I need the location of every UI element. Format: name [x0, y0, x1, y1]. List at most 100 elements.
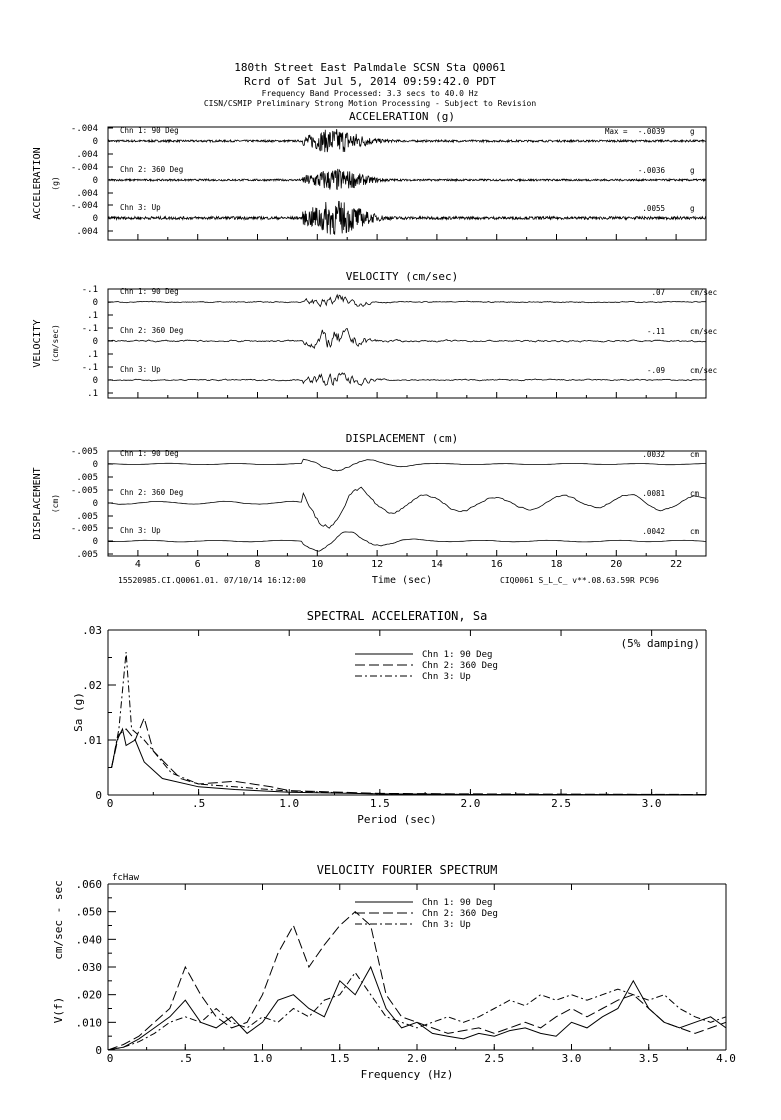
ytick-label: .050 [76, 906, 103, 919]
channel-label: Chn 2: 360 Deg [120, 165, 183, 174]
peak-unit: cm/sec [690, 288, 717, 297]
ytick-label: .004 [76, 189, 98, 199]
panel-ylabel: DISPLACEMENT [32, 467, 43, 539]
trace-line [108, 328, 707, 350]
trace-line [107, 486, 707, 529]
channel-label: Chn 2: 360 Deg [120, 488, 183, 497]
ytick-label: 0 [93, 460, 98, 470]
peak-value: -.0039 [638, 127, 665, 136]
ytick-label: -.004 [71, 124, 98, 134]
x-axis-label: Frequency (Hz) [361, 1068, 454, 1081]
ytick-label: 0 [93, 137, 98, 147]
y-axis-label: Sa (g) [72, 692, 85, 732]
peak-unit: cm [690, 450, 700, 459]
footer-right: CIQ0061 S_L_C_ v**.08.63.59R PC96 [500, 576, 659, 585]
header-band: Frequency Band Processed: 3.3 secs to 40… [262, 89, 479, 98]
fourier-spectrum-chart: VELOCITY FOURIER SPECTRUM .5 1.0 1.5 2.0 2.5 3… [52, 863, 736, 1081]
ytick-label: -.005 [71, 524, 98, 534]
xtick-label: 1.5 [330, 1052, 350, 1065]
xtick-label: 10 [311, 559, 323, 570]
legend-label: Chn 2: 360 Deg [422, 661, 498, 671]
panel-ylabel: ACCELERATION [32, 147, 43, 219]
header-disclaimer: CISN/CSMIP Preliminary Strong Motion Pro… [204, 99, 537, 108]
trace-line [107, 372, 707, 387]
y-axis-unit: cm/sec - sec [52, 880, 65, 959]
legend-label: Chn 3: Up [422, 672, 471, 682]
series-line-chn3 [107, 971, 727, 1051]
channel-label: Chn 1: 90 Deg [120, 287, 179, 296]
xtick-label: 4 [135, 559, 141, 570]
trace-line [107, 168, 707, 190]
panel-displacement: DISPLACEMENT (cm) DISPLACEMENT (cm) .005 0 -.… [32, 432, 707, 570]
series-line-chn2 [107, 911, 727, 1051]
ytick-label: -.004 [71, 163, 98, 173]
ytick-label: .01 [82, 734, 102, 747]
channel-label: Chn 2: 360 Deg [120, 326, 183, 335]
xtick-label: 12 [371, 559, 383, 570]
xtick-label: 2.5 [551, 797, 571, 810]
ytick-label: .005 [76, 473, 98, 483]
ytick-label: -.1 [82, 285, 98, 295]
channel-label: Chn 3: Up [120, 526, 161, 535]
ytick-label: .03 [82, 624, 102, 637]
ytick-label: .020 [76, 989, 103, 1002]
xtick-label: 14 [431, 559, 443, 570]
xtick-label: .5 [192, 797, 205, 810]
peak-unit: cm/sec [690, 327, 717, 336]
x0-label: 0 [107, 797, 114, 810]
ytick-label: -.004 [71, 201, 98, 211]
xtick-label: 16 [491, 559, 503, 570]
xtick-label: 2.0 [407, 1052, 427, 1065]
spectral-acceleration-chart: SPECTRAL ACCELERATION, Sa .5 1.0 1.5 2.0 2.5 3… [72, 609, 707, 826]
corner-label: fcHaw [112, 873, 140, 883]
ytick-label: -.1 [82, 363, 98, 373]
ytick-label: .030 [76, 961, 103, 974]
panel-velocity: VELOCITY (cm/sec) VELOCITY (cm/sec) .1 0 -.1 C… [32, 270, 717, 399]
peak-unit: cm [690, 527, 700, 536]
y0-label: 0 [95, 1044, 102, 1057]
ytick-label: 0 [93, 537, 98, 547]
xtick-label: 6 [195, 559, 201, 570]
panel-frame [107, 126, 707, 241]
trace-line [107, 458, 706, 472]
panel-title: ACCELERATION (g) [349, 110, 455, 123]
trace-line [107, 531, 707, 552]
panel-frame [107, 288, 707, 399]
trace-line [107, 129, 707, 153]
peak-unit: cm [690, 489, 700, 498]
panel-yunit: (cm) [51, 494, 60, 513]
legend-label: Chn 1: 90 Deg [422, 898, 492, 908]
trace-line [108, 293, 707, 308]
panel-acceleration: ACCELERATION (g) ACCELERATION (g) .004 0 -.00… [32, 110, 707, 241]
ytick-label: .005 [76, 550, 98, 560]
xtick-label: .5 [179, 1052, 192, 1065]
footer-left: 15520985.CI.Q0061.01. 07/10/14 16:12:00 [118, 576, 306, 585]
peak-unit: g [690, 204, 695, 213]
header-station: 180th Street East Palmdale SCSN Sta Q006… [234, 61, 506, 74]
x0-label: 0 [107, 1052, 114, 1065]
ytick-label: 0 [93, 337, 98, 347]
x-axis-label: Period (sec) [357, 813, 436, 826]
chart-title: VELOCITY FOURIER SPECTRUM [317, 863, 498, 877]
channel-label: Chn 1: 90 Deg [120, 449, 179, 458]
xtick-label: 2.0 [460, 797, 480, 810]
peak-value: -.09 [647, 366, 665, 375]
series-line-chn1 [107, 965, 727, 1051]
legend-label: Chn 2: 360 Deg [422, 909, 498, 919]
xtick-label: 8 [254, 559, 260, 570]
ytick-label: .010 [76, 1016, 103, 1029]
max-label: Max = [605, 127, 628, 136]
legend-label: Chn 3: Up [422, 920, 471, 930]
series-line-chn3 [111, 651, 707, 796]
ytick-label: .1 [87, 311, 98, 321]
peak-value: .0055 [642, 204, 665, 213]
series-line-chn2 [111, 716, 707, 795]
ytick-label: 0 [93, 298, 98, 308]
trace-line [107, 200, 707, 235]
peak-unit: cm/sec [690, 366, 717, 375]
peak-value: -.0036 [638, 166, 666, 175]
ytick-label: .040 [76, 933, 103, 946]
series-line-chn1 [111, 727, 707, 796]
legend-label: Chn 1: 90 Deg [422, 650, 492, 660]
